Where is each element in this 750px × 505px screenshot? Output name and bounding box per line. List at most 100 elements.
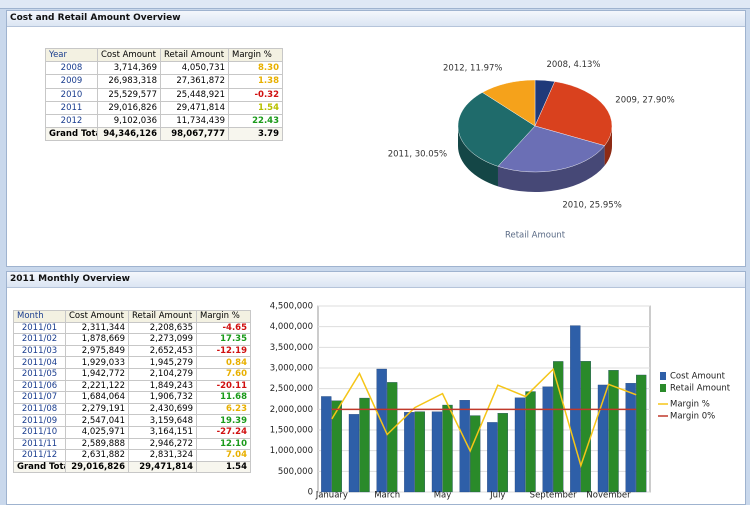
data-label: 2010, 25.95% (562, 201, 621, 211)
table-cell: 1.54 (196, 460, 251, 474)
table-cell: 2011/09 (13, 414, 66, 427)
bar (376, 368, 387, 493)
table-row: 2011/10 4,025,971 3,164,151 -27.24 (13, 425, 251, 439)
table-cell: 3,714,369 (97, 61, 161, 76)
bar (331, 400, 342, 493)
bar (625, 383, 636, 493)
table-row: 2011/03 2,975,849 2,652,453 -12.19 (13, 344, 251, 358)
table-cell: 2,831,324 (128, 449, 197, 462)
legend-label: Retail Amount (670, 384, 731, 394)
table-cell: 29,016,826 (97, 100, 161, 115)
table-cell: 6.23 (196, 402, 251, 416)
table-row: 2011/06 2,221,122 1,849,243 -20.11 (13, 379, 251, 393)
pie-side (604, 126, 612, 166)
bar (470, 415, 481, 493)
table-cell: 29,016,826 (65, 460, 129, 474)
table-cell: Cost Amount (97, 47, 161, 63)
table-cell: 19.39 (196, 414, 251, 427)
table-cell: 1,878,669 (65, 333, 129, 346)
table-cell: 2011/05 (13, 367, 66, 381)
bar (497, 413, 508, 493)
table-cell: 2,975,849 (65, 344, 129, 358)
table-cell: 2,547,041 (65, 414, 129, 427)
y-tick-label: 3,500,000 (270, 343, 313, 353)
table-row: 2009 26,983,318 27,361,872 1.38 (45, 74, 283, 89)
table-row: 2011/04 1,929,033 1,945,279 0.84 (13, 356, 251, 369)
table-row: 2011 29,016,826 29,471,814 1.54 (45, 100, 283, 115)
table-cell: 1,906,732 (128, 391, 197, 404)
x-tick-label: May (434, 491, 452, 501)
table-cell: 1,929,033 (65, 356, 129, 369)
x-tick-label: January (315, 491, 348, 501)
bar (608, 370, 619, 493)
table-cell: 29,471,814 (128, 460, 197, 474)
table-cell: 98,067,777 (160, 127, 229, 142)
table-cell: 11,734,439 (160, 113, 229, 129)
table-cell: 2,104,279 (128, 367, 197, 381)
table-cell: 8.30 (228, 61, 283, 76)
table-cell: 1,849,243 (128, 379, 197, 393)
legend-label: Cost Amount (670, 372, 726, 382)
data-label: 2009, 27.90% (615, 95, 674, 105)
data-table: Month Cost Amount Retail Amount Margin % 201… (13, 310, 251, 474)
bar (404, 412, 415, 493)
table-row: Month Cost Amount Retail Amount Margin % (13, 310, 251, 323)
table-cell: 27,361,872 (160, 74, 229, 89)
table-cell: 2012 (45, 113, 98, 129)
table-cell: Retail Amount (160, 47, 229, 63)
y-tick-label: 500,000 (278, 467, 313, 477)
table-cell: Grand Total (45, 127, 98, 142)
pie-side (497, 145, 605, 192)
table-cell: 22.43 (228, 113, 283, 129)
x-tick-label: July (489, 491, 505, 501)
y-tick-label: 0 (308, 488, 313, 498)
bar (321, 396, 332, 493)
table-cell: 29,471,814 (160, 100, 229, 115)
table-cell: Year (45, 47, 98, 63)
table-row: 2011/12 2,631,882 2,831,324 7.04 (13, 449, 251, 462)
table-cell: 1,684,064 (65, 391, 129, 404)
bar (542, 386, 553, 493)
pie-slice (534, 81, 613, 146)
table-cell: 7.60 (196, 367, 251, 381)
y-tick-label: 3,000,000 (270, 364, 313, 374)
table-cell: 2011/12 (13, 449, 66, 462)
table-cell: -12.19 (196, 344, 251, 358)
y-tick-label: 4,000,000 (270, 322, 313, 332)
table-cell: 1,945,279 (128, 356, 197, 369)
pie-slice (457, 92, 536, 167)
table-row: 2011/08 2,279,191 2,430,699 6.23 (13, 402, 251, 416)
table-cell: 1,942,772 (65, 367, 129, 381)
panel-title: 2011 Monthly Overview (7, 272, 745, 288)
bar (359, 397, 370, 493)
table-cell: 25,448,921 (160, 87, 229, 102)
table-cell: 26,983,318 (97, 74, 161, 89)
table-row: 2012 9,102,036 11,734,439 22.43 (45, 113, 283, 129)
bar (514, 397, 526, 493)
table-cell: 2,208,635 (128, 321, 197, 335)
table-cell: 17.35 (196, 333, 251, 346)
table-cell: 12.10 (196, 437, 251, 451)
table-cell: 2,946,272 (128, 437, 197, 451)
table-cell: Retail Amount (128, 310, 197, 323)
table-row: 2011/05 1,942,772 2,104,279 7.60 (13, 367, 251, 381)
table-cell: 2,221,122 (65, 379, 129, 393)
data-label: 2008, 4.13% (546, 60, 600, 70)
pie-slice (482, 79, 536, 127)
table-cell: 2011/02 (13, 333, 66, 346)
table-cell: -27.24 (196, 425, 251, 439)
table-cell: 2009 (45, 74, 98, 89)
table-cell: -4.65 (196, 321, 251, 335)
table-cell: 2,589,888 (65, 437, 129, 451)
plot-area (317, 305, 651, 493)
bar (348, 414, 360, 493)
table-cell: Month (13, 310, 66, 323)
table-row: Year Cost Amount Retail Amount Margin % (45, 47, 283, 63)
legend-label: Margin % (670, 400, 710, 410)
table-cell: 2011/08 (13, 402, 66, 416)
y-tick-label: 4,500,000 (270, 302, 313, 312)
bar (442, 404, 453, 493)
